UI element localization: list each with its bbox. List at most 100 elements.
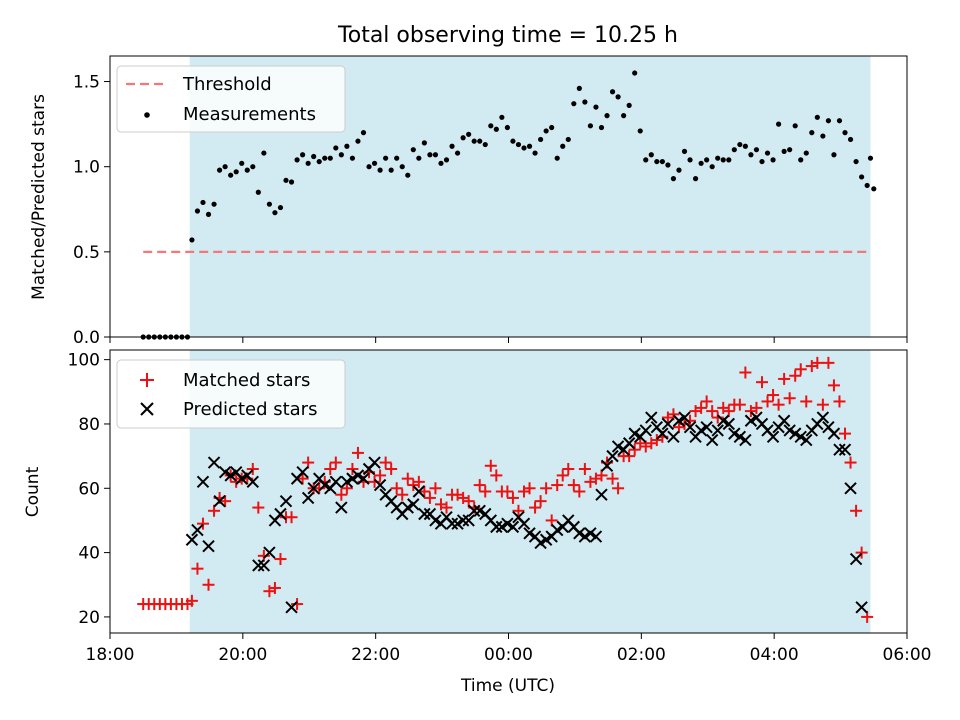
measurement-point [770, 157, 776, 163]
predicted-star-point [224, 469, 237, 482]
bottom-legend-box [116, 359, 346, 429]
measurement-point [526, 143, 533, 149]
matched-star-point [313, 482, 326, 495]
measurement-point [294, 157, 300, 163]
predicted-star-point [235, 472, 248, 485]
x-axis-label: Time (UTC) [460, 676, 555, 696]
bottom-legend: Matched stars Predicted stars [116, 359, 346, 429]
predicted-star-point [849, 552, 863, 566]
matched-star-point [374, 469, 387, 482]
matched-star-point [855, 546, 868, 559]
predicted-star-point [534, 536, 547, 550]
bottom-x-ticks: 18:00 20:00 22:00 00:00 02:00 04:00 06:00 [86, 633, 932, 665]
measurement-point [737, 141, 743, 148]
predicted-star-point [639, 424, 652, 437]
matched-star-point [379, 456, 392, 469]
predicted-star-point [783, 424, 796, 437]
measurement-point [460, 135, 466, 141]
predicted-star-point [418, 507, 431, 521]
matched-star-point [827, 379, 840, 392]
top-y-axis-label: Matched/Predicted stars [29, 94, 49, 300]
predicted-star-point [252, 559, 265, 572]
measurement-point [360, 130, 367, 136]
measurement-point [388, 167, 394, 173]
matched-star-point [567, 479, 580, 492]
matched-star-point [291, 598, 304, 611]
predicted-star-point [595, 488, 608, 501]
predicted-star-point [584, 527, 597, 540]
top-y-tick-label: 0.5 [73, 243, 100, 263]
predicted-star-point [274, 507, 287, 521]
predicted-star-point [578, 530, 592, 543]
predicted-star-point [722, 417, 735, 431]
predicted-star-point [766, 430, 780, 444]
predicted-star-point [838, 443, 852, 456]
measurement-point [748, 152, 754, 158]
chart-title: Total observing time = 10.25 h [337, 23, 678, 48]
bottom-x-tick-label: 06:00 [883, 645, 932, 665]
measurement-point [322, 155, 328, 161]
top-y-ticks: 0.0 0.5 1.0 1.5 [73, 73, 110, 348]
matched-star-point [185, 594, 198, 607]
measurement-point [798, 157, 804, 163]
top-y-tick-label: 1.5 [73, 73, 100, 93]
predicted-star-point [296, 465, 309, 479]
predicted-star-point [855, 601, 868, 614]
top-y-tick-label: 0.0 [73, 328, 100, 348]
measurement-point [820, 133, 826, 139]
matched-star-point [423, 491, 436, 504]
measurement-point [587, 123, 594, 129]
predicted-star-point [196, 475, 210, 489]
measurement-point [266, 201, 272, 207]
predicted-star-point [794, 430, 807, 444]
predicted-star-point [523, 527, 536, 540]
measurement-points [140, 70, 877, 340]
measurement-point [261, 150, 267, 156]
matched-star-point [822, 356, 835, 369]
matched-star-point [733, 398, 746, 411]
measurement-point [864, 182, 870, 189]
predicted-star-point [606, 449, 619, 463]
matched-star-point [540, 482, 553, 495]
predicted-star-point [257, 559, 271, 572]
legend-predicted-label: Predicted stars [183, 399, 317, 420]
matched-star-point [839, 427, 852, 440]
matched-star-point [623, 450, 636, 463]
measurement-point [216, 167, 223, 173]
predicted-star-point [456, 514, 470, 527]
matched-star-point [429, 482, 442, 495]
predicted-star-point [705, 433, 719, 447]
measurement-point [477, 138, 483, 144]
matched-star-point [722, 405, 735, 418]
legend-predicted-swatch [140, 402, 154, 416]
measurement-point [731, 147, 737, 153]
predicted-star-point [788, 427, 802, 440]
measurement-point [399, 164, 405, 170]
measurement-point [565, 136, 571, 143]
matched-star-point [191, 562, 204, 575]
predicted-star-point [833, 443, 846, 456]
measurement-point [211, 201, 217, 207]
matched-star-point [562, 462, 575, 475]
bottom-y-tick-label: 60 [78, 479, 100, 499]
predicted-star-point [717, 414, 730, 427]
measurement-point [715, 155, 721, 161]
predicted-star-point [844, 482, 857, 495]
measurement-point [665, 162, 671, 168]
predicted-star-point [445, 517, 459, 530]
matched-star-point [440, 501, 453, 514]
predicted-star-point [728, 427, 741, 440]
measurement-point [277, 204, 284, 211]
measurement-point [493, 126, 499, 132]
matched-star-point [739, 366, 752, 379]
matched-star-point [484, 459, 497, 472]
predicted-star-point [318, 478, 331, 492]
matched-star-point [811, 356, 824, 369]
measurement-point [316, 158, 322, 165]
legend-measurements-label: Measurements [183, 104, 316, 125]
predicted-star-point [462, 514, 475, 527]
predicted-star-point [401, 501, 414, 514]
predicted-star-point [777, 414, 791, 427]
predicted-star-point [213, 494, 226, 508]
